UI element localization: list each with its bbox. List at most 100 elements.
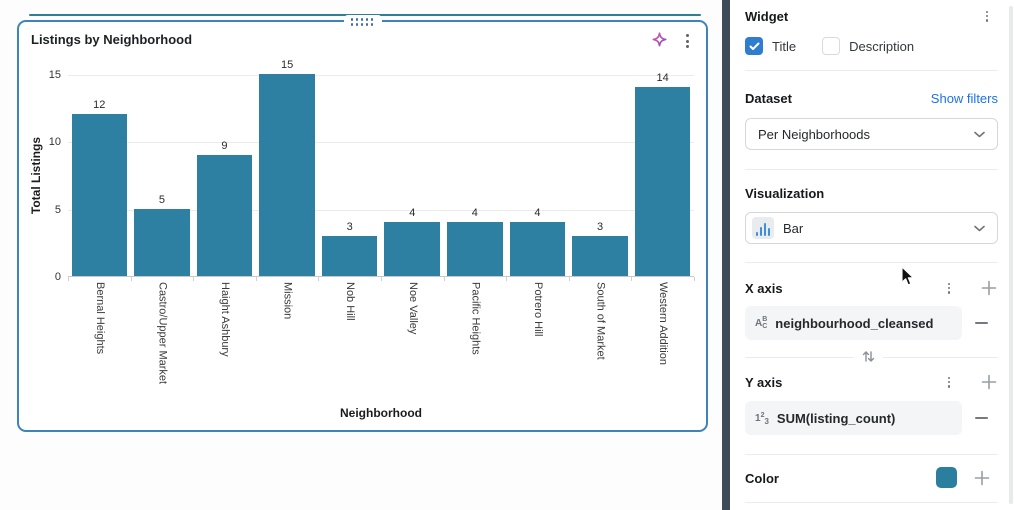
y-tick-label: 10: [48, 136, 61, 149]
panel-title: Widget: [745, 8, 789, 24]
x-axis-add-icon[interactable]: [980, 279, 998, 297]
bar-value-label: 3: [346, 220, 353, 233]
x-tick: [381, 277, 382, 281]
title-checkbox[interactable]: [745, 37, 763, 55]
y-axis-ticks: 0 5 10 15: [43, 69, 63, 283]
bar: [509, 222, 566, 276]
x-axis-field-name: neighbourhood_cleansed: [775, 315, 934, 331]
description-checkbox[interactable]: [822, 37, 841, 55]
bar-cell: 4: [381, 75, 444, 276]
y-axis-title: Total Listings: [29, 137, 43, 215]
bar-value-label: 14: [656, 72, 669, 85]
x-tick: [568, 277, 570, 281]
dataset-select[interactable]: Per Neighborhoods: [745, 118, 998, 150]
y-axis-menu-kebab-icon[interactable]: [944, 376, 954, 389]
y-axis-label: Y axis: [745, 374, 783, 390]
widget-config-panel: Widget Title Description Dataset Show fi…: [730, 0, 1014, 510]
bar-value-label: 3: [596, 220, 604, 233]
chart-title: Listings by Neighborhood: [31, 32, 193, 47]
bar-cell: 15: [256, 59, 319, 276]
x-tick: [130, 277, 132, 281]
dataset-selected-value: Per Neighborhoods: [758, 126, 871, 142]
color-swatch[interactable]: [936, 467, 957, 488]
y-axis-field-name: SUM(listing_count): [776, 410, 896, 426]
x-category-label: Castro/Upper Market: [131, 282, 194, 406]
ai-sparkle-icon[interactable]: [651, 32, 668, 49]
section-divider: [745, 70, 998, 71]
bar-value-label: 4: [471, 207, 478, 220]
panel-menu-kebab-icon[interactable]: [982, 10, 992, 23]
bars-row: 12 5 9 15 3 4 4 4 3 14: [68, 59, 694, 276]
show-filters-link[interactable]: Show filters: [930, 90, 998, 106]
drag-handle-icon[interactable]: [343, 15, 382, 30]
gridline: [68, 209, 694, 211]
bar-value-label: 15: [280, 59, 294, 71]
bar-chart-icon: [752, 217, 774, 239]
x-category-text: Western Addition: [657, 282, 670, 365]
y-axis-add-icon[interactable]: [980, 373, 998, 391]
bar-cell: 5: [131, 75, 194, 276]
section-divider: [745, 502, 998, 503]
section-divider: [745, 454, 998, 455]
bar-value-label: 5: [158, 193, 165, 206]
x-axis-menu-kebab-icon[interactable]: [944, 282, 954, 295]
x-category-label: Western Addition: [631, 282, 694, 406]
x-category-label: Haight Ashbury: [193, 282, 256, 406]
bar: [134, 208, 190, 276]
color-add-icon[interactable]: [973, 469, 991, 487]
gridline: [68, 142, 694, 144]
x-category-label: Potrero Hill: [506, 282, 569, 406]
x-category-label: South of Market: [569, 282, 632, 406]
bar: [634, 87, 691, 276]
panel-scrollbar[interactable]: [1009, 6, 1013, 504]
bar-value-label: 4: [534, 207, 541, 220]
widget-menu-kebab-icon[interactable]: [681, 33, 693, 49]
x-axis-remove-icon[interactable]: [973, 315, 989, 331]
x-category-text: Bernal Heights: [93, 282, 106, 355]
x-tick: [506, 277, 508, 281]
bar: [259, 74, 315, 276]
bar: [384, 222, 441, 276]
plot-area: 12 5 9 15 3 4 4 4 3 14: [68, 59, 695, 281]
bar-cell: 3: [318, 75, 381, 276]
bar: [196, 154, 253, 276]
x-axis-label: X axis: [745, 280, 783, 296]
x-category-text: Mission: [281, 282, 294, 320]
x-category-label: Bernal Heights: [68, 282, 131, 406]
bar-value-label: 4: [409, 207, 416, 220]
x-category-text: Haight Ashbury: [218, 282, 231, 357]
bar: [572, 235, 628, 276]
x-category-label: Mission: [256, 282, 319, 406]
x-category-label: Noe Valley: [381, 282, 444, 406]
bar: [321, 235, 378, 276]
gridline: [68, 75, 694, 76]
x-category-text: Castro/Upper Market: [156, 282, 169, 385]
y-tick-label: 0: [54, 271, 61, 283]
bar: [71, 114, 128, 276]
bar-cell: 3: [569, 75, 632, 276]
chevron-down-icon: [974, 219, 985, 237]
x-tick: [694, 277, 695, 281]
bar-cell: 12: [68, 75, 131, 276]
bar-value-label: 9: [221, 139, 228, 152]
visualization-selected-value: Bar: [783, 220, 804, 236]
swap-axes-icon[interactable]: [854, 347, 883, 371]
bar-cell: 14: [631, 72, 694, 276]
chart-widget[interactable]: Listings by Neighborhood Total Listings …: [17, 15, 708, 432]
x-category-label: Pacific Heights: [444, 282, 507, 406]
bar-value-label: 12: [93, 99, 106, 112]
x-category-text: Potrero Hill: [531, 282, 544, 337]
x-tick: [631, 277, 633, 281]
x-tick: [255, 277, 257, 281]
color-label: Color: [745, 470, 779, 486]
dataset-label: Dataset: [745, 90, 792, 106]
x-category-text: Noe Valley: [406, 282, 419, 335]
visualization-label: Visualization: [745, 185, 825, 201]
visualization-select[interactable]: Bar: [745, 212, 998, 244]
x-category-text: Pacific Heights: [469, 282, 482, 355]
y-axis-remove-icon[interactable]: [973, 410, 989, 426]
